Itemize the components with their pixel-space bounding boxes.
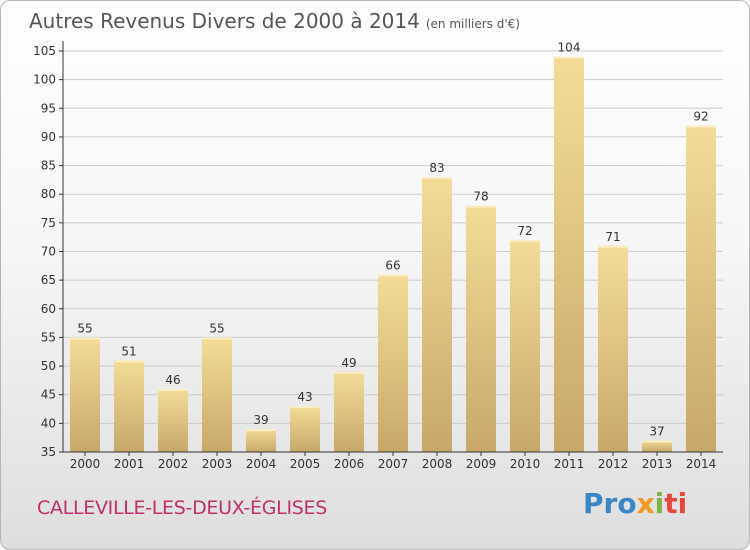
bar-value-label: 37: [649, 425, 664, 439]
y-tick-label: 70: [41, 245, 56, 259]
bar-value-label: 92: [693, 109, 708, 123]
chart-unit-label: (en milliers d'€): [425, 17, 520, 31]
x-tick-label: 2005: [290, 457, 321, 471]
bar-top-edge: [466, 205, 496, 208]
y-tick-label: 90: [41, 130, 56, 144]
y-tick-label: 95: [41, 101, 56, 115]
x-tick-label: 2012: [598, 457, 629, 471]
x-tick-label: 2009: [466, 457, 497, 471]
town-name: CALLEVILLE-LES-DEUX-ÉGLISES: [37, 497, 327, 519]
y-tick-label: 75: [41, 216, 56, 230]
x-tick-label: 2002: [158, 457, 189, 471]
proxiti-logo: Proxiti: [583, 487, 687, 520]
bar-2013: [642, 440, 672, 452]
bar-top-edge: [114, 360, 144, 363]
bar-top-edge: [158, 388, 188, 391]
bar-value-label: 66: [385, 258, 400, 272]
bar-value-label: 55: [77, 321, 92, 335]
bar-top-edge: [510, 240, 540, 243]
x-tick-label: 2010: [510, 457, 541, 471]
x-tick-label: 2013: [642, 457, 673, 471]
chart-title-text: Autres Revenus Divers de 2000 à 2014: [29, 9, 420, 33]
logo-part-4: ti: [664, 487, 688, 520]
y-tick-label: 85: [41, 159, 56, 173]
bar-2001: [114, 360, 144, 452]
x-tick-label: 2003: [202, 457, 233, 471]
x-tick-label: 2007: [378, 457, 409, 471]
bar-chart: 55 51 46 55 39 43 49 66 83 78 72 104 71 37 92 35 40 45 50…: [33, 41, 723, 471]
bars: 55 51 46 55 39 43 49 66 83 78 72 104 71 37 92: [70, 41, 716, 452]
x-tick-label: 2011: [554, 457, 585, 471]
bar-2004: [246, 429, 276, 452]
bar-top-edge: [202, 337, 232, 340]
logo-part-3: i: [654, 487, 665, 520]
bar-2000: [70, 337, 100, 452]
bar-value-label: 43: [297, 390, 312, 404]
y-tick-label: 40: [41, 416, 56, 430]
logo-part-1: Pro: [583, 487, 637, 520]
y-tick-label: 55: [41, 330, 56, 344]
bar-value-label: 51: [121, 344, 136, 358]
bar-value-label: 78: [473, 190, 488, 204]
bar-value-label: 104: [558, 41, 581, 55]
bar-top-edge: [246, 429, 276, 432]
bar-top-edge: [334, 371, 364, 374]
bar-top-edge: [598, 245, 628, 248]
bar-2014: [686, 125, 716, 452]
bar-value-label: 83: [429, 161, 444, 175]
bar-value-label: 72: [517, 224, 532, 238]
x-tick-label: 2001: [114, 457, 145, 471]
bar-value-label: 46: [165, 373, 180, 387]
bar-value-label: 71: [605, 230, 620, 244]
bar-top-edge: [642, 440, 672, 443]
bar-2003: [202, 337, 232, 452]
y-tick-label: 60: [41, 302, 56, 316]
y-tick-label: 65: [41, 273, 56, 287]
bar-value-label: 55: [209, 321, 224, 335]
y-tick-label: 105: [33, 44, 56, 58]
bar-2012: [598, 245, 628, 452]
chart-title: Autres Revenus Divers de 2000 à 2014 (en …: [29, 9, 520, 33]
x-tick-label: 2004: [246, 457, 277, 471]
bar-top-edge: [554, 56, 584, 59]
bar-2011: [554, 56, 584, 452]
y-tick-label: 100: [33, 73, 56, 87]
y-tick-label: 50: [41, 359, 56, 373]
bar-2010: [510, 240, 540, 452]
y-tick-label: 35: [41, 445, 56, 459]
bar-top-edge: [686, 125, 716, 128]
x-tick-label: 2008: [422, 457, 453, 471]
bar-value-label: 39: [253, 413, 268, 427]
x-tick-label: 2000: [70, 457, 101, 471]
x-tick-label: 2006: [334, 457, 365, 471]
bar-value-label: 49: [341, 356, 356, 370]
y-tick-label: 80: [41, 187, 56, 201]
bar-2009: [466, 205, 496, 452]
y-tick-label: 45: [41, 388, 56, 402]
axes: 35 40 45 50 55 60 65 70 75 80 85 90 95 100 105 2000 2001…: [33, 41, 723, 471]
bar-2007: [378, 274, 408, 452]
bar-top-edge: [422, 177, 452, 180]
bar-top-edge: [290, 406, 320, 409]
bar-top-edge: [378, 274, 408, 277]
bar-2005: [290, 406, 320, 452]
bar-2008: [422, 177, 452, 452]
logo-part-2: x: [636, 487, 655, 520]
bar-2002: [158, 388, 188, 452]
bar-top-edge: [70, 337, 100, 340]
bar-2006: [334, 371, 364, 452]
x-tick-label: 2014: [686, 457, 717, 471]
